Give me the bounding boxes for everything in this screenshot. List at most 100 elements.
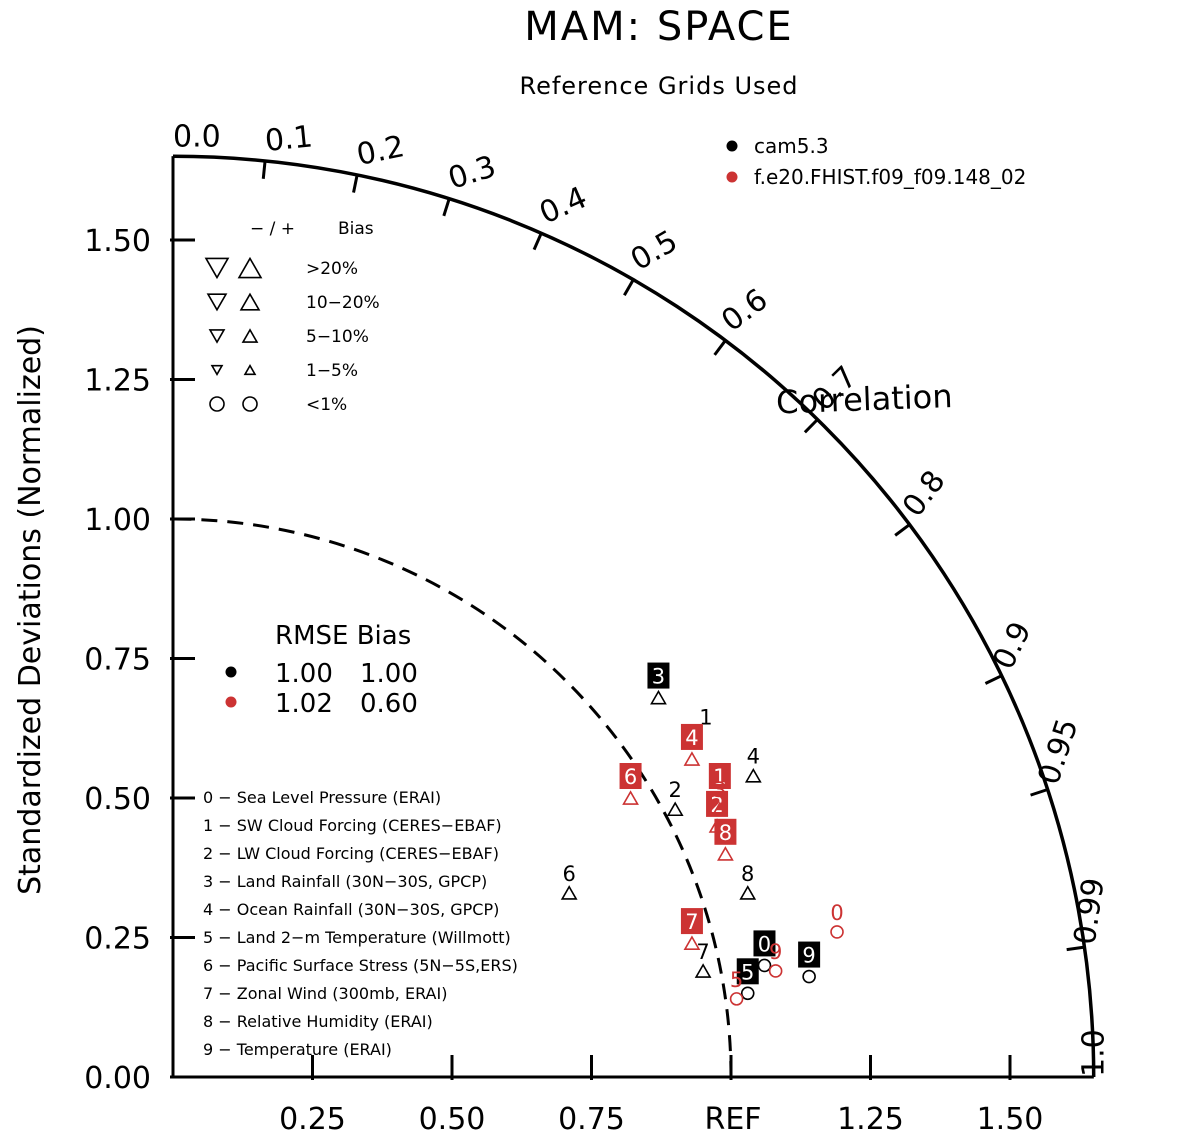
data-point: 4 (680, 723, 703, 766)
corr-tick-label: 0.5 (625, 224, 684, 278)
x-tick-label: 0.50 (419, 1102, 486, 1135)
y-tick-label: 1.25 (84, 364, 151, 399)
data-point: 6 (560, 862, 578, 900)
y-tick-label: 0.00 (84, 1061, 151, 1096)
point-label-box (714, 818, 737, 845)
point-label-box (798, 941, 821, 968)
variable-key: 0 − Sea Level Pressure (ERAI) 1 − SW Clou… (203, 788, 518, 1059)
data-point: 0 (753, 930, 776, 973)
point-label: 1 (713, 765, 726, 789)
variable-key-item: 6 − Pacific Surface Stress (5N−5S,ERS) (203, 956, 518, 975)
corr-tick-mark (442, 198, 451, 217)
point-marker (729, 992, 744, 1006)
point-marker (739, 885, 757, 900)
bias-circle (242, 396, 258, 412)
point-marker (694, 963, 712, 978)
corr-tick-mark (803, 418, 819, 434)
y-tick-label: 0.25 (84, 922, 151, 957)
y-tick-label: 1.00 (84, 503, 151, 538)
data-point: 1 (708, 763, 731, 805)
legend-dot (726, 140, 738, 152)
point-marker (683, 935, 701, 950)
corr-tick-label: 0.3 (444, 149, 500, 197)
model-legend: cam5.3 f.e20.FHIST.f09_f09.148_02 (726, 134, 1026, 189)
data-point: 9 (798, 941, 821, 984)
point-label: 8 (719, 821, 732, 845)
chart-title: MAM: SPACE (524, 4, 793, 50)
corr-tick-mark (713, 339, 727, 356)
x-tick-label: 0.25 (279, 1102, 346, 1135)
corr-tick-mark (623, 278, 635, 296)
point-marker (650, 689, 667, 705)
data-point: 5 (736, 958, 759, 1001)
point-label-box (753, 930, 776, 957)
bias-range-label: 5−10% (306, 327, 369, 347)
corr-tick-mark (261, 160, 267, 179)
axes: 0.000.250.500.751.001.251.500.25 0.50 0.75… (84, 154, 1096, 1135)
reference-arc (172, 517, 733, 1078)
x-tick-label: 1.50 (977, 1102, 1044, 1135)
y-tick-label: 1.50 (84, 224, 151, 259)
point-marker (717, 846, 734, 861)
data-point: 0 (830, 901, 844, 939)
point-marker (830, 925, 844, 939)
variable-key-item: 3 − Land Rainfall (30N−30S, GPCP) (203, 872, 487, 891)
data-point: 3 (647, 662, 670, 705)
point-label: 6 (624, 765, 637, 789)
data-point: 2 (666, 778, 684, 817)
corr-tick-label: 0.8 (896, 464, 953, 523)
point-label-box (680, 723, 703, 750)
point-label: 9 (769, 940, 782, 964)
bias-value: 0.60 (360, 689, 418, 719)
y-axis-label: Standardized Deviations (Normalized) (13, 325, 48, 895)
variable-key-item: 8 − Relative Humidity (ERAI) (203, 1012, 433, 1031)
corr-tick-label: 0.95 (1032, 715, 1086, 789)
data-point: 7 (694, 940, 712, 978)
bias-range-label: >20% (306, 259, 358, 279)
data-point: 5 (729, 968, 744, 1006)
point-marker (802, 969, 816, 984)
rmse-value: 1.00 (275, 659, 333, 689)
variable-key-item: 2 − LW Cloud Forcing (CERES−EBAF) (203, 844, 499, 863)
point-marker (622, 790, 639, 805)
rmse-dot (225, 666, 237, 678)
bias-value: 1.00 (360, 659, 418, 689)
variable-key-item: 7 − Zonal Wind (300mb, ERAI) (203, 984, 447, 1003)
bias-pos-triangle (243, 364, 257, 376)
point-label: 5 (730, 968, 743, 992)
point-label: 0 (758, 932, 771, 956)
legend-dot (726, 171, 738, 183)
point-label: 9 (802, 944, 815, 968)
data-point: 3 (711, 778, 729, 817)
corr-tick-mark (1066, 945, 1085, 952)
y-tick-label: 0.50 (84, 782, 151, 817)
point-marker (666, 801, 684, 817)
data-point: 4 (744, 745, 762, 783)
point-label-box (619, 763, 642, 789)
bias-range-label: <1% (306, 395, 347, 415)
bias-neg-triangle (210, 364, 224, 376)
point-label: 2 (710, 793, 723, 817)
bias-pos-triangle (239, 292, 261, 311)
ref-label: REF (704, 1102, 761, 1135)
data-point: 2 (706, 790, 729, 833)
point-label-box (647, 662, 670, 689)
point-marker (744, 767, 762, 783)
corr-tick-label: 1.0 (1077, 1029, 1112, 1077)
point-marker (560, 885, 578, 900)
point-label: 4 (685, 726, 698, 750)
bias-pos-triangle (237, 256, 263, 279)
point-label-box (708, 763, 731, 789)
point-marker (768, 964, 783, 978)
rmse-value: 1.02 (275, 689, 333, 719)
bias-range-label: 10−20% (306, 293, 380, 313)
point-label-box (680, 908, 703, 935)
variable-key-item: 5 − Land 2−m Temperature (Willmott) (203, 928, 511, 947)
point-label: 7 (685, 910, 698, 934)
chart-subtitle: Reference Grids Used (519, 72, 798, 100)
corr-tick-label: 0.2 (354, 129, 408, 173)
corr-tick-label: 0.9 (986, 617, 1038, 675)
